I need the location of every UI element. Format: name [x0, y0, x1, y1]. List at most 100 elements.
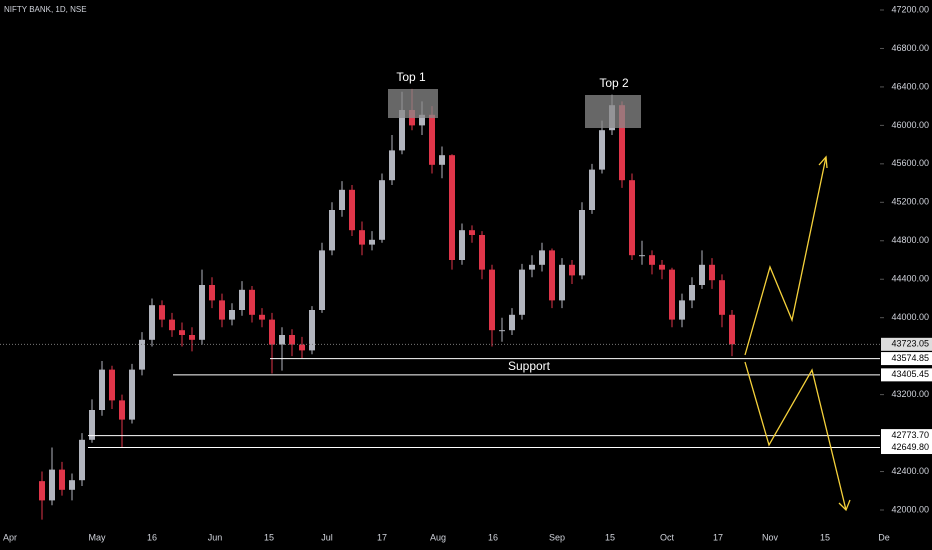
candle-body: [569, 264, 575, 276]
arrow-head: [818, 155, 828, 169]
candle-body: [659, 264, 665, 270]
candle-body: [109, 369, 115, 401]
candle-body: [89, 410, 95, 440]
candle-body: [309, 310, 315, 351]
candle-body: [559, 264, 565, 301]
candle-body: [459, 230, 465, 260]
x-tick-label: 15: [264, 532, 274, 542]
candle-body: [709, 264, 715, 281]
candle-body: [179, 330, 185, 335]
candle-body: [649, 255, 655, 265]
candle-body: [279, 335, 285, 345]
candle-body: [509, 314, 515, 331]
top-2-box: [585, 95, 641, 128]
x-tick-label: De: [878, 532, 890, 542]
y-tick-label: 42000.00: [891, 504, 929, 514]
candle-body: [379, 180, 385, 240]
y-tick-label: 43200.00: [891, 389, 929, 399]
y-tick-label: 45600.00: [891, 158, 929, 168]
y-tick-label: 44800.00: [891, 235, 929, 245]
symbol-title: NIFTY BANK, 1D, NSE: [4, 5, 87, 14]
y-tick-label: 46800.00: [891, 43, 929, 53]
level-label-box: [881, 352, 932, 366]
bullish-path: [744, 156, 827, 356]
axes: 47200.00 46800.00 46400.00 46000.00 45600.00…: [3, 4, 932, 542]
candle-body: [269, 319, 275, 345]
candle-body: [419, 114, 425, 126]
candle-body: [369, 239, 375, 245]
y-tick-label: 44400.00: [891, 274, 929, 284]
x-tick-label: 16: [488, 532, 498, 542]
candle-body: [399, 110, 405, 151]
candle-body: [149, 305, 155, 340]
candle-body: [579, 210, 585, 276]
candle-body: [499, 330, 505, 332]
candle-body: [299, 344, 305, 351]
candle-body: [599, 130, 605, 170]
candle-body: [489, 269, 495, 331]
y-tick-label: 42400.00: [891, 466, 929, 476]
level-label: 43723.05: [891, 339, 929, 349]
candle-body: [449, 155, 455, 260]
candle-body: [259, 314, 265, 320]
bearish-path: [744, 361, 847, 511]
candle-body: [69, 480, 75, 490]
x-tick-label: 17: [377, 532, 387, 542]
candle-body: [219, 300, 225, 320]
candle-body: [289, 335, 295, 345]
x-tick-label: Nov: [762, 532, 779, 542]
candle-body: [319, 250, 325, 310]
y-tick-label: 45200.00: [891, 197, 929, 207]
annotation: Top 2: [599, 76, 629, 90]
candle-body: [329, 210, 335, 251]
x-tick-label: Oct: [660, 532, 675, 542]
candle-body: [689, 285, 695, 301]
x-tick-label: 15: [605, 532, 615, 542]
candle-body: [359, 230, 365, 245]
y-tick-label: 44000.00: [891, 312, 929, 322]
candle-body: [539, 250, 545, 265]
level-label: 42649.80: [891, 442, 929, 452]
candle-body: [79, 439, 85, 481]
candle-body: [159, 305, 165, 320]
arrow-head: [838, 499, 851, 512]
candle-body: [99, 369, 105, 410]
level-label-box: [881, 337, 932, 351]
y-tick-label: 46400.00: [891, 81, 929, 91]
candle-body: [169, 319, 175, 331]
candle-body: [439, 155, 445, 165]
candle-body: [529, 264, 535, 270]
x-tick-label: 17: [713, 532, 723, 542]
candle-body: [479, 235, 485, 270]
x-tick-label: 15: [820, 532, 830, 542]
annotation: Top 1: [396, 70, 426, 84]
candle-body: [719, 280, 725, 315]
x-tick-label: Jun: [208, 532, 223, 542]
candle-body: [519, 269, 525, 315]
candle-body: [339, 189, 345, 210]
candle-body: [349, 189, 355, 231]
x-tick-label: Sep: [549, 532, 565, 542]
candle-body: [189, 335, 195, 340]
candle-body: [669, 269, 675, 320]
candle-body: [589, 169, 595, 210]
x-tick-label: Apr: [3, 532, 17, 542]
candle-body: [549, 250, 555, 301]
candle-body: [209, 285, 215, 301]
candle-body: [429, 114, 435, 165]
level-label-box: [881, 441, 932, 455]
candle-body: [199, 285, 205, 340]
level-label: 43574.85: [891, 353, 929, 363]
candle-body: [59, 469, 65, 490]
x-tick-label: May: [88, 532, 106, 542]
level-label: 42773.70: [891, 430, 929, 440]
y-tick-label: 47200.00: [891, 4, 929, 14]
level-label: 43405.45: [891, 369, 929, 379]
candle-body: [39, 481, 45, 501]
candle-body: [389, 150, 395, 181]
candle-body: [729, 314, 735, 345]
candle-body: [239, 289, 245, 310]
x-tick-label: Jul: [321, 532, 333, 542]
